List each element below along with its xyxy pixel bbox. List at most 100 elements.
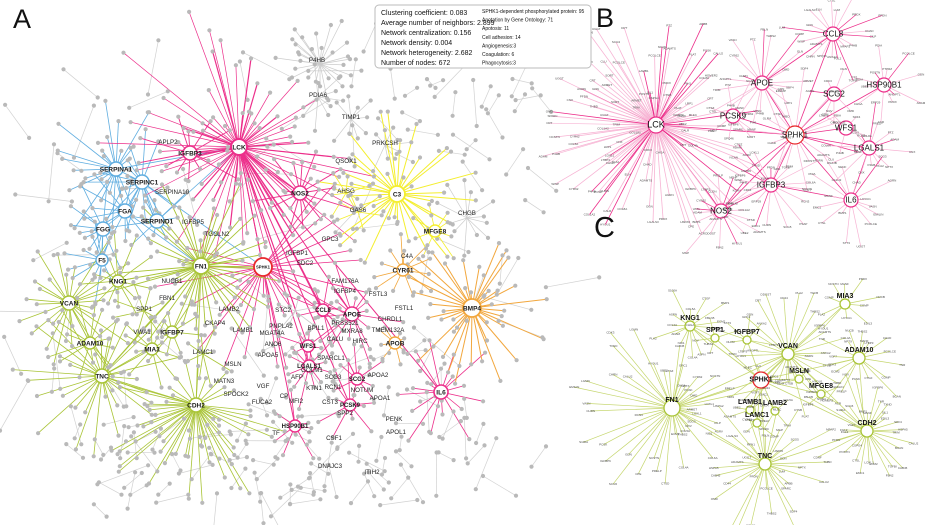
- svg-text:NUCB1: NUCB1: [162, 278, 184, 285]
- svg-text:CNX: CNX: [567, 98, 573, 102]
- svg-text:CNX: CNX: [616, 140, 622, 144]
- svg-text:FBLN: FBLN: [760, 28, 768, 32]
- svg-text:NCSTN: NCSTN: [828, 282, 838, 286]
- svg-text:AGRN: AGRN: [888, 179, 897, 183]
- svg-text:PRELP: PRELP: [725, 387, 735, 391]
- svg-text:Network density: 0.004: Network density: 0.004: [381, 40, 452, 47]
- svg-text:VGF7: VGF7: [848, 423, 856, 427]
- svg-text:STT3: STT3: [843, 241, 851, 245]
- svg-text:MGAT4A: MGAT4A: [260, 330, 286, 337]
- svg-text:ADAMTS: ADAMTS: [819, 330, 832, 334]
- svg-text:ADAM10: ADAM10: [845, 347, 874, 354]
- svg-text:MFGE8: MFGE8: [809, 383, 833, 390]
- svg-text:MATN3: MATN3: [214, 378, 235, 385]
- svg-text:PRKCSH: PRKCSH: [372, 140, 398, 147]
- svg-text:COMP: COMP: [882, 375, 891, 379]
- svg-text:CYR62: CYR62: [570, 134, 580, 138]
- svg-text:ANO6: ANO6: [265, 341, 282, 348]
- svg-text:CYR61: CYR61: [393, 267, 414, 274]
- svg-text:CYR62: CYR62: [729, 54, 739, 58]
- svg-text:P4HB: P4HB: [849, 43, 857, 47]
- svg-text:CALU: CALU: [327, 336, 344, 343]
- svg-text:Number of nodes: 672: Number of nodes: 672: [381, 60, 450, 67]
- svg-text:EMC1: EMC1: [760, 392, 769, 396]
- svg-text:TXND: TXND: [609, 344, 618, 348]
- svg-text:SPOCK2: SPOCK2: [223, 391, 249, 398]
- svg-text:ACRV: ACRV: [715, 430, 723, 434]
- svg-text:GDN: GDN: [918, 72, 925, 76]
- svg-text:VGF7: VGF7: [829, 355, 837, 359]
- svg-text:NCSTN: NCSTN: [710, 374, 720, 378]
- svg-text:OGN: OGN: [840, 67, 847, 71]
- svg-text:PCSK: PCSK: [684, 388, 692, 392]
- svg-text:PCOLCE: PCOLCE: [902, 51, 914, 55]
- svg-text:GDN: GDN: [625, 453, 632, 457]
- svg-text:PLAT: PLAT: [802, 414, 809, 418]
- svg-text:Coagulation: 6: Coagulation: 6: [482, 52, 514, 58]
- svg-text:TGFB: TGFB: [810, 291, 818, 295]
- svg-text:CTSL: CTSL: [828, 0, 836, 3]
- svg-text:SCG3: SCG3: [325, 374, 342, 381]
- svg-text:ITIH2: ITIH2: [364, 469, 380, 476]
- svg-text:GPC1: GPC1: [679, 363, 688, 367]
- svg-text:CTSZ: CTSZ: [706, 106, 714, 110]
- svg-text:DNAJB: DNAJB: [827, 161, 837, 165]
- svg-text:CD44: CD44: [780, 296, 788, 300]
- svg-text:ECM2: ECM2: [671, 432, 680, 436]
- svg-text:LOXL1: LOXL1: [864, 461, 874, 465]
- svg-text:RCN3: RCN3: [857, 133, 865, 137]
- svg-text:LAMB1: LAMB1: [639, 69, 649, 73]
- svg-text:CST3: CST3: [322, 399, 338, 406]
- svg-text:ELN: ELN: [625, 173, 631, 177]
- svg-text:C: C: [594, 212, 615, 244]
- svg-text:NUCB: NUCB: [845, 329, 854, 333]
- svg-text:Cell adhesion: 14: Cell adhesion: 14: [482, 35, 521, 41]
- svg-text:THBS2: THBS2: [858, 330, 868, 334]
- svg-text:ECM2: ECM2: [831, 370, 840, 374]
- svg-text:SERPINA1: SERPINA1: [100, 166, 133, 173]
- svg-text:NCSTN: NCSTN: [549, 135, 559, 139]
- svg-text:COL6A: COL6A: [708, 456, 718, 460]
- svg-text:PFDN: PFDN: [767, 166, 775, 170]
- svg-text:APOB: APOB: [386, 340, 405, 347]
- svg-text:CHGA: CHGA: [760, 403, 769, 407]
- svg-text:CSPG4: CSPG4: [649, 96, 660, 100]
- svg-text:PFDN: PFDN: [878, 13, 886, 17]
- svg-text:ADAMTS: ADAMTS: [753, 230, 766, 234]
- svg-text:MANF: MANF: [736, 106, 745, 110]
- svg-text:GPC1: GPC1: [742, 315, 751, 319]
- svg-text:TRIM: TRIM: [632, 106, 640, 110]
- svg-text:CTSL: CTSL: [818, 221, 826, 225]
- svg-text:LOXL1: LOXL1: [692, 412, 702, 416]
- svg-text:MANF: MANF: [747, 128, 756, 132]
- svg-text:SCG2: SCG2: [349, 377, 366, 383]
- svg-text:PNPLA2: PNPLA2: [269, 323, 293, 330]
- svg-text:PLA2: PLA2: [649, 337, 657, 341]
- svg-text:VASN: VASN: [582, 401, 590, 405]
- svg-text:PCSK9: PCSK9: [340, 403, 361, 409]
- svg-text:Clustering coefficient: 0.083: Clustering coefficient: 0.083: [381, 10, 467, 17]
- svg-text:IGFBP5: IGFBP5: [182, 219, 205, 226]
- svg-text:IGFBP6: IGFBP6: [872, 385, 883, 389]
- svg-text:CYR62: CYR62: [696, 199, 706, 203]
- svg-text:PRELP: PRELP: [713, 173, 723, 177]
- svg-text:CSPG4: CSPG4: [852, 444, 863, 448]
- svg-text:PCOLCE: PCOLCE: [760, 487, 772, 491]
- svg-text:PDIA: PDIA: [856, 78, 863, 82]
- svg-text:CDK3: CDK3: [606, 331, 614, 335]
- svg-text:COMP: COMP: [770, 434, 779, 438]
- svg-text:TNC: TNC: [758, 453, 772, 460]
- svg-text:LGALS3: LGALS3: [804, 8, 816, 12]
- svg-text:P4HB: P4HB: [756, 111, 764, 115]
- svg-text:CRT: CRT: [546, 121, 552, 125]
- svg-text:NCAN: NCAN: [746, 79, 755, 83]
- svg-text:ADAM: ADAM: [890, 137, 899, 141]
- svg-text:VASN: VASN: [729, 38, 737, 42]
- svg-text:SCG3: SCG3: [612, 40, 621, 44]
- svg-text:APOA5: APOA5: [258, 352, 279, 359]
- svg-text:PRELP: PRELP: [760, 419, 770, 423]
- svg-text:CHAD: CHAD: [865, 29, 874, 33]
- svg-text:STT3: STT3: [724, 321, 732, 325]
- svg-text:LRP1: LRP1: [685, 102, 693, 106]
- svg-text:SPP2: SPP2: [337, 410, 353, 417]
